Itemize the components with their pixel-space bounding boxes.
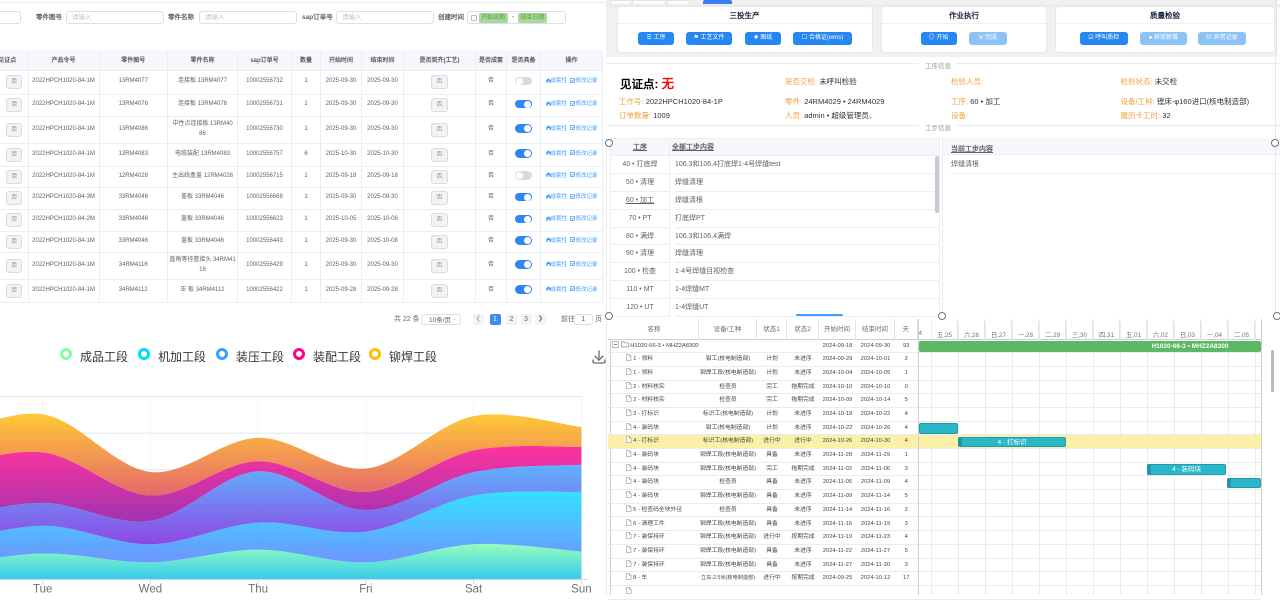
svg-text:Tue: Tue bbox=[33, 584, 52, 596]
svg-text:Sun: Sun bbox=[571, 584, 591, 596]
svg-text:Wed: Wed bbox=[139, 584, 162, 596]
svg-text:Thu: Thu bbox=[248, 584, 268, 596]
svg-text:Sat: Sat bbox=[465, 584, 483, 596]
svg-text:Fri: Fri bbox=[359, 584, 372, 596]
